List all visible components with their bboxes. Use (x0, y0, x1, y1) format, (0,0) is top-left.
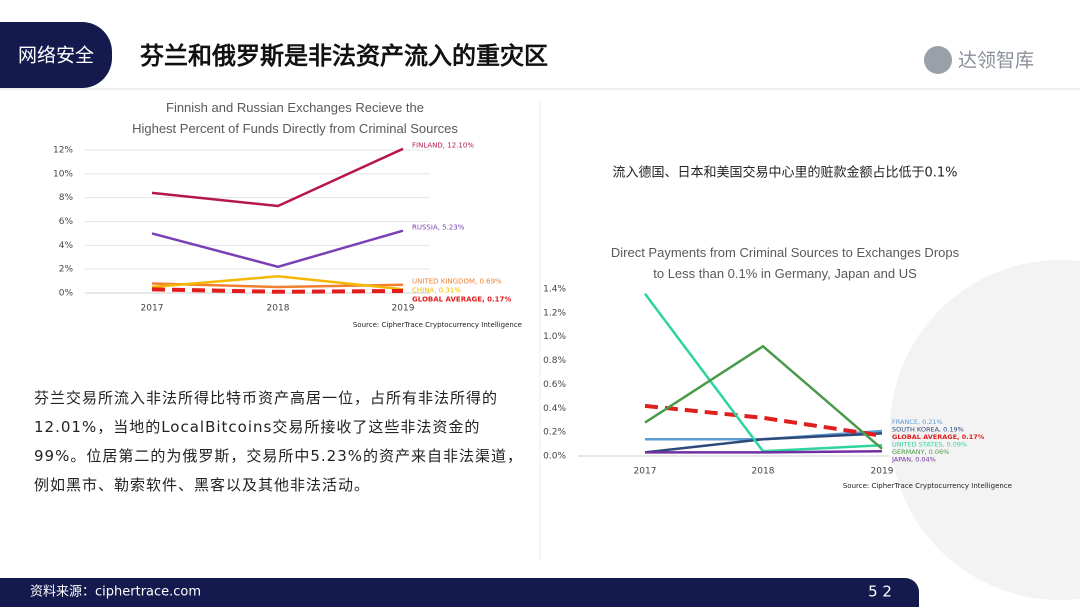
y-tick-label: 2% (59, 265, 74, 275)
y-tick-label: 0.0% (543, 452, 566, 462)
series-line (643, 293, 883, 453)
page-number: 5 2 (868, 583, 892, 601)
logo: 达领智库 (958, 50, 1034, 72)
x-tick-label: 2018 (267, 304, 290, 314)
source-note: Source: CipherTrace Cryptocurrency Intel… (843, 482, 1012, 490)
chart-title: Direct Payments from Criminal Sources to… (610, 245, 960, 281)
legend-label: GERMANY, 0.06% (892, 448, 949, 456)
y-tick-label: 0.8% (543, 356, 566, 366)
series-line (644, 403, 883, 438)
y-tick-label: 12% (53, 146, 73, 156)
x-tick-label: 2019 (392, 304, 415, 314)
tag: 网络安全 (18, 45, 94, 67)
series-line (644, 344, 883, 450)
legend-label: UNITED STATES, 0.09% (892, 441, 967, 449)
legend-label: FINLAND, 12.10% (412, 142, 474, 150)
y-tick-label: 10% (53, 169, 73, 179)
footer-bg (0, 578, 919, 607)
legend-label: FRANCE, 0.21% (892, 418, 943, 426)
paragraph: 芬兰交易所流入非法所得比特币资产高居一位，占所有非法所得的12.01%，当地的L… (34, 389, 523, 494)
y-tick-label: 4% (59, 241, 74, 251)
tag-bg (0, 22, 112, 88)
y-tick-label: 0.6% (543, 380, 566, 390)
legend-label: RUSSIA, 5.23% (412, 223, 465, 231)
legend-label: GLOBAL AVERAGE, 0.17% (412, 296, 511, 304)
x-tick-label: 2019 (871, 467, 894, 477)
x-tick-label: 2018 (752, 467, 775, 477)
y-tick-label: 8% (59, 193, 74, 203)
y-tick-label: 0.2% (543, 428, 566, 438)
series-line (151, 229, 404, 269)
chart-title: Finnish and Russian Exchanges Recieve th… (132, 100, 458, 136)
legend-label: JAPAN, 0.04% (891, 456, 936, 464)
series-line (151, 275, 404, 291)
legend-label: SOUTH KOREA, 0.19% (892, 426, 964, 434)
title: 芬兰和俄罗斯是非法资产流入的重灾区 (140, 42, 548, 70)
decor (890, 260, 1080, 600)
x-tick-label: 2017 (141, 304, 164, 314)
y-tick-label: 0% (59, 289, 74, 299)
series-line (151, 287, 404, 294)
y-tick-label: 1.0% (543, 332, 566, 342)
x-tick-label: 2017 (634, 467, 657, 477)
caption: 流入德国、日本和美国交易中心里的赃款金额占比低于0.1% (612, 165, 957, 181)
legend-label: UNITED KINGDOM, 0.69% (412, 278, 502, 286)
y-tick-label: 0.4% (543, 404, 566, 414)
legend-label: CHINA, 0.31% (412, 287, 461, 295)
source-note: Source: CipherTrace Cryptocurrency Intel… (353, 321, 522, 329)
series-line (644, 432, 883, 454)
footer-source: 资料来源：ciphertrace.com (30, 585, 201, 600)
legend-label: GLOBAL AVERAGE, 0.17% (892, 433, 985, 441)
series-line (151, 147, 404, 208)
y-tick-label: 1.4% (543, 285, 566, 295)
y-tick-label: 1.2% (543, 308, 566, 318)
series-line (645, 449, 883, 454)
logo-icon (924, 46, 952, 74)
y-tick-label: 6% (59, 217, 74, 227)
